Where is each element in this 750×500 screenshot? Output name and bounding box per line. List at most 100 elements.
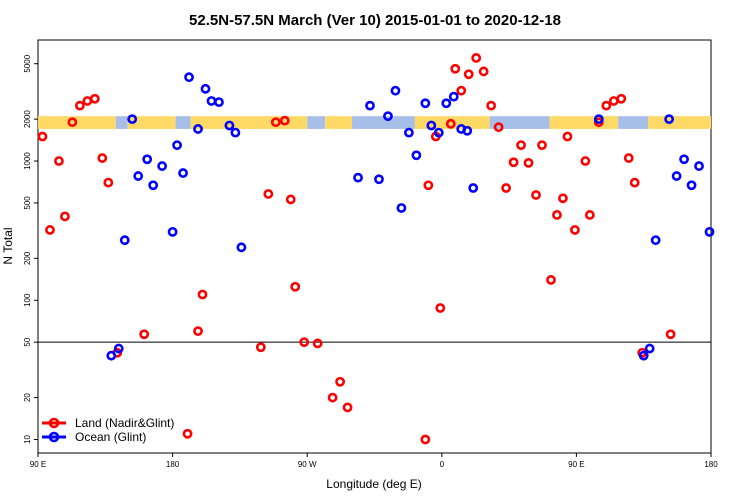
band-segment [648, 116, 711, 129]
ocean-point [127, 114, 138, 125]
legend-label-ocean: Ocean (Glint) [75, 430, 146, 444]
data-points [37, 53, 715, 445]
ocean-point [426, 120, 437, 131]
land-point [537, 140, 547, 151]
land-point [616, 93, 627, 104]
band-segment [325, 116, 353, 129]
sounding-band [38, 116, 711, 129]
land-point [562, 131, 573, 142]
land-point [508, 157, 519, 168]
ocean-point [441, 98, 452, 109]
land-point [103, 177, 114, 188]
ocean-point [113, 343, 124, 354]
ocean-point [468, 183, 479, 193]
land-point [89, 93, 100, 104]
land-point [471, 53, 482, 63]
land-point [60, 211, 70, 222]
land-point [450, 63, 461, 74]
ocean-point [157, 161, 168, 171]
ocean-point [184, 72, 194, 83]
ocean-point [142, 154, 153, 165]
land-point [270, 117, 281, 128]
x-tick-label: 0 [440, 460, 445, 469]
land-point [279, 115, 290, 126]
band-segment [414, 116, 490, 129]
ocean-point [638, 350, 649, 361]
ocean-point [133, 171, 144, 181]
ocean-point [178, 168, 188, 178]
band-segment [307, 116, 326, 129]
y-tick-label: 50 [23, 337, 32, 346]
ocean-point [206, 96, 217, 106]
ocean-point [230, 127, 241, 138]
band-segment [549, 116, 619, 129]
y-tick-label: 5000 [23, 54, 32, 72]
x-tick-label: 180 [704, 460, 718, 469]
band-segment [127, 116, 176, 129]
land-point [552, 210, 562, 220]
ocean-point [704, 226, 715, 237]
y-tick-label: 200 [23, 251, 32, 265]
ocean-point [383, 111, 393, 122]
y-tick-label: 10 [23, 435, 32, 444]
ocean-point [462, 125, 473, 136]
ocean-point [172, 140, 182, 151]
ocean-point [650, 235, 661, 246]
land-point [493, 122, 504, 133]
ocean-point [679, 154, 689, 165]
legend-marker-ocean [48, 431, 60, 443]
land-point [299, 337, 310, 348]
land-point [435, 303, 446, 313]
y-axis-label: N Total [1, 227, 15, 264]
ocean-point [353, 172, 363, 183]
land-point [463, 69, 474, 80]
ocean-point [214, 97, 224, 107]
ocean-point [236, 242, 247, 253]
ocean-point [448, 91, 459, 102]
band-segment [190, 116, 308, 129]
land-point [456, 85, 467, 96]
land-point [623, 153, 634, 163]
ocean-point [390, 85, 401, 96]
chart-title: 52.5N-57.5N March (Ver 10) 2015-01-01 to… [189, 12, 561, 29]
band-segment [115, 116, 128, 129]
land-point [197, 289, 208, 300]
land-point [558, 193, 568, 204]
land-point [580, 156, 591, 166]
ocean-point [686, 180, 697, 191]
plot-area [37, 39, 712, 454]
land-point [570, 225, 580, 235]
land-point [584, 210, 595, 220]
x-tick-label: 90 W [298, 460, 317, 469]
ocean-point [365, 100, 375, 111]
y-tick-label: 2000 [23, 110, 32, 128]
land-point [608, 96, 619, 106]
land-point [423, 180, 434, 191]
land-point [335, 376, 346, 387]
land-point [516, 140, 526, 151]
land-point [486, 100, 497, 111]
x-axis: 90 E 180 90 W 0 90 E 180 [30, 453, 718, 469]
land-point [601, 100, 612, 111]
ocean-point [403, 127, 414, 138]
ocean-point [119, 235, 130, 246]
ocean-point [433, 127, 444, 138]
land-point [67, 117, 78, 128]
land-point [312, 338, 323, 349]
land-point [501, 183, 512, 193]
legend-marker-land [48, 417, 60, 429]
land-point [193, 326, 203, 337]
band-segment [352, 116, 415, 129]
x-tick-label: 90 E [30, 460, 46, 469]
band-segment [618, 116, 649, 129]
land-point [665, 329, 676, 340]
land-point [523, 157, 534, 168]
ocean-point [694, 161, 704, 171]
ocean-point [396, 203, 407, 213]
ocean-point [374, 174, 384, 185]
land-point [82, 96, 93, 106]
ocean-point [420, 98, 431, 109]
land-point [531, 190, 541, 200]
legend-label-land: Land (Nadir&Glint) [75, 416, 174, 430]
